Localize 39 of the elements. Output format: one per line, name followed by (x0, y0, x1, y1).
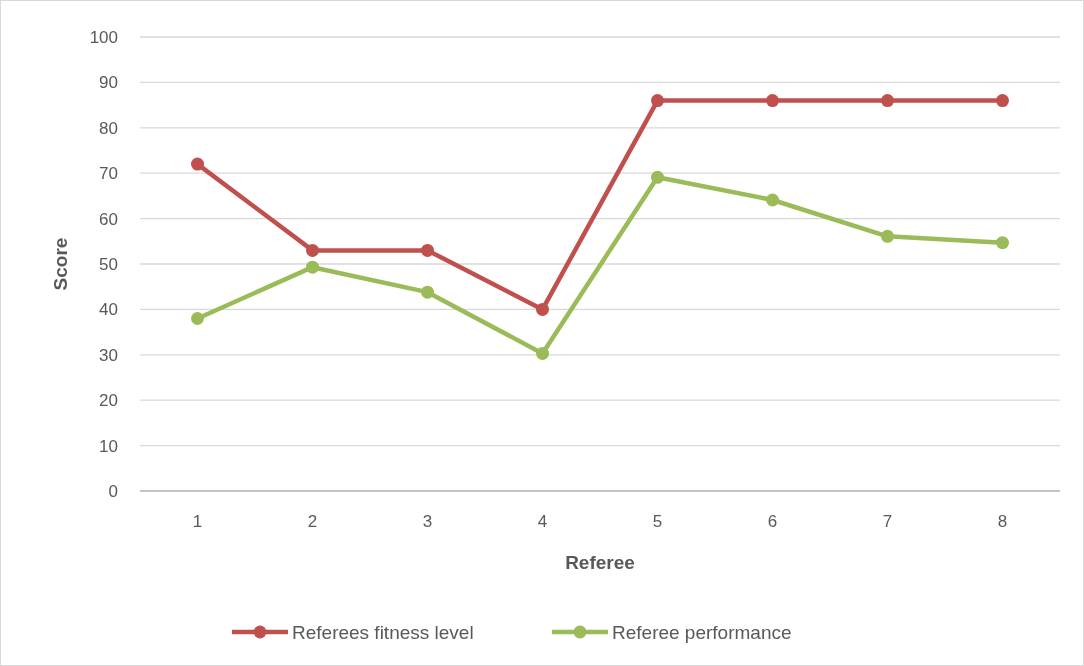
y-tick-label: 70 (99, 164, 118, 184)
y-tick-label: 60 (99, 209, 118, 229)
point (651, 170, 664, 184)
point (191, 311, 204, 325)
y-axis-title: Score (50, 237, 71, 291)
point (651, 94, 664, 108)
point (421, 243, 434, 257)
y-tick-label: 20 (99, 391, 118, 411)
point (191, 157, 204, 171)
y-tick-label: 80 (99, 118, 118, 138)
x-axis-title: Referee (565, 552, 635, 573)
x-tick-label: 8 (997, 512, 1008, 531)
point (536, 346, 549, 360)
y-tick-label: 100 (89, 27, 118, 47)
y-tick-label: 0 (108, 481, 118, 501)
point (766, 94, 779, 108)
point (881, 229, 894, 243)
x-tick-label: 2 (307, 512, 318, 531)
y-tick-label: 30 (99, 345, 118, 365)
x-tick-label: 1 (192, 512, 203, 531)
x-tick-label: 3 (422, 512, 433, 531)
point (996, 94, 1009, 108)
x-tick-label: 7 (882, 512, 893, 531)
x-tick-label: 5 (652, 512, 663, 531)
x-tick-label: 6 (767, 512, 778, 531)
x-tick-label: 4 (537, 512, 548, 531)
point (421, 285, 434, 299)
point (536, 302, 549, 316)
legend-label: Referee performance (612, 621, 792, 643)
y-tick-label: 40 (99, 300, 118, 320)
y-tick-label: 50 (99, 254, 118, 274)
legend-label: Referees fitness level (292, 621, 474, 643)
point (306, 260, 319, 274)
point (766, 193, 779, 207)
point (881, 94, 894, 108)
point (306, 243, 319, 257)
point (996, 236, 1009, 250)
y-tick-label: 90 (99, 73, 118, 93)
y-tick-label: 10 (99, 436, 118, 456)
